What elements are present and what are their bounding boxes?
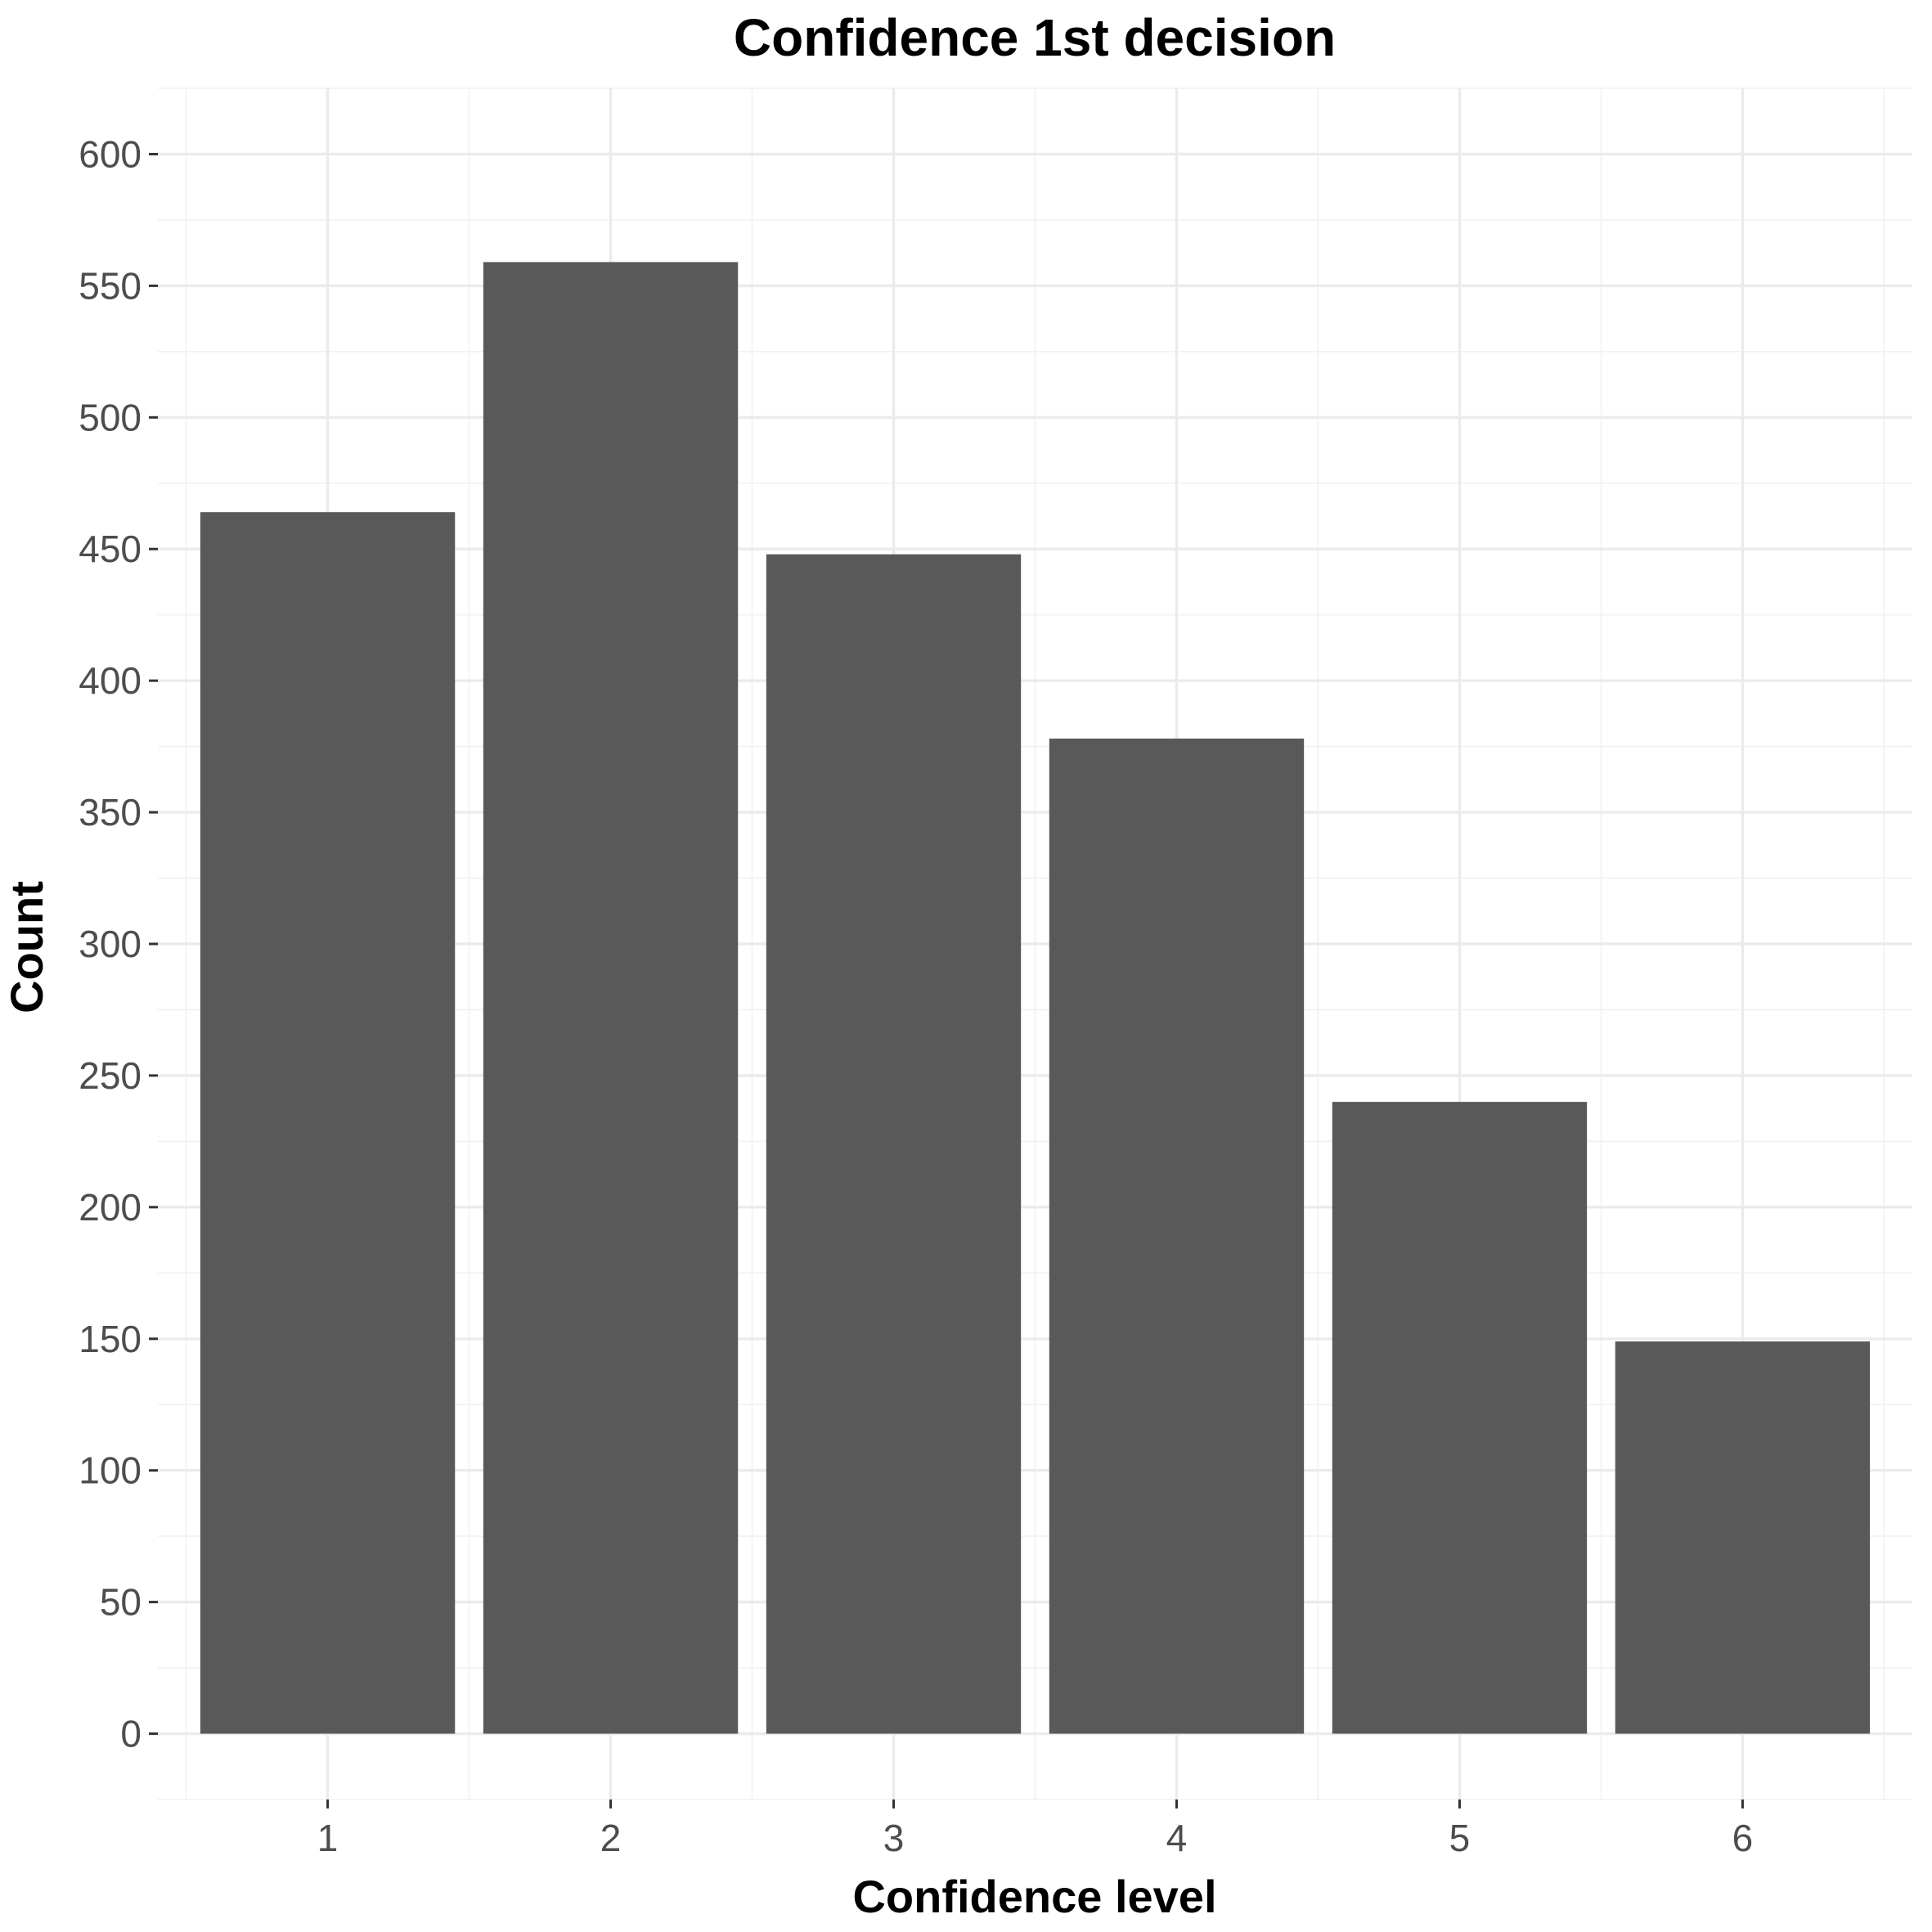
y-tick-label: 600 xyxy=(79,133,142,175)
y-tick-label: 100 xyxy=(79,1449,142,1492)
bar-6 xyxy=(1615,1341,1871,1734)
y-tick-label: 50 xyxy=(100,1581,142,1624)
y-tick-label: 0 xyxy=(120,1713,142,1755)
x-tick-label: 3 xyxy=(883,1817,905,1859)
x-tick-label: 6 xyxy=(1732,1817,1754,1859)
bar-5 xyxy=(1332,1102,1588,1734)
bar-3 xyxy=(766,554,1022,1734)
y-tick-label: 450 xyxy=(79,528,142,570)
x-tick-label: 2 xyxy=(600,1817,622,1859)
y-axis-title: Count xyxy=(1,881,52,1013)
y-tick-label: 500 xyxy=(79,396,142,438)
bar-1 xyxy=(200,512,456,1734)
y-tick-label: 150 xyxy=(79,1318,142,1360)
bar-4 xyxy=(1049,738,1305,1734)
y-tick-label: 300 xyxy=(79,923,142,965)
x-tick-label: 4 xyxy=(1166,1817,1188,1859)
y-tick-label: 550 xyxy=(79,264,142,307)
bars xyxy=(200,262,1871,1734)
y-tick-label: 400 xyxy=(79,659,142,702)
bar-2 xyxy=(483,262,739,1734)
x-tick-label: 5 xyxy=(1449,1817,1471,1859)
y-tick-label: 350 xyxy=(79,791,142,833)
x-tick-label: 1 xyxy=(317,1817,339,1859)
chart-title: Confidence 1st decision xyxy=(734,8,1336,67)
y-tick-label: 250 xyxy=(79,1054,142,1097)
x-axis-title: Confidence level xyxy=(852,1871,1216,1922)
axes: 0 50 100 150 200 250 300 350 400 450 500 550 600 1 2 3 4… xyxy=(79,133,1753,1859)
y-tick-label: 200 xyxy=(79,1186,142,1229)
